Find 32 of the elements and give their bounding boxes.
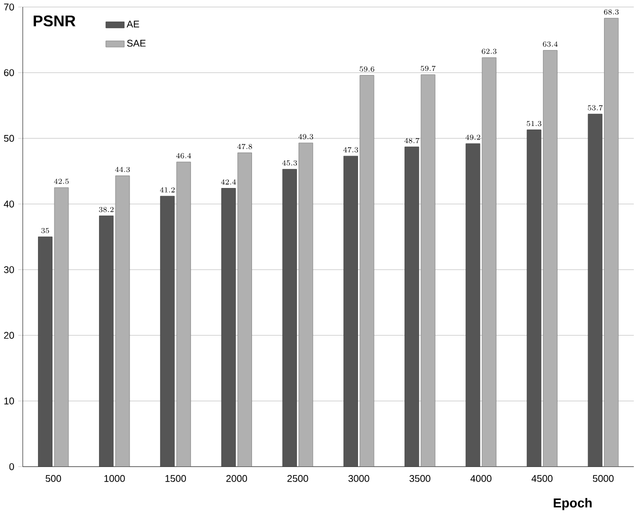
bar <box>588 114 602 467</box>
y-tick-label: 70 <box>4 4 14 11</box>
x-tick-label: 500 <box>46 475 62 482</box>
x-tick-label: 5000 <box>592 475 614 482</box>
chart-title: PSNR <box>34 16 76 27</box>
y-tick-label: 30 <box>4 266 14 274</box>
y-tick-label: 10 <box>4 398 14 405</box>
bar <box>343 156 358 467</box>
y-tick-label: 20 <box>4 332 14 339</box>
y-tick-label: 50 <box>4 135 14 142</box>
y-tick-label: 60 <box>4 69 14 76</box>
x-tick-label: 2000 <box>226 475 248 482</box>
bar <box>221 188 236 467</box>
x-tick-label: 3500 <box>410 475 430 482</box>
x-tick-label: 1500 <box>165 475 186 482</box>
bar <box>99 216 114 467</box>
bar <box>526 130 542 467</box>
x-tick-label: 4500 <box>532 475 553 482</box>
x-axis-title: Epoch <box>554 498 592 510</box>
x-tick-label: 3000 <box>348 475 370 482</box>
legend-label: AE <box>126 20 140 28</box>
x-tick-label: 2500 <box>287 475 308 482</box>
bar <box>404 146 420 467</box>
bar <box>160 196 175 467</box>
bar <box>282 169 297 467</box>
y-tick-label: 0 <box>9 463 14 470</box>
bar <box>38 236 52 467</box>
legend-label: SAE <box>127 40 146 47</box>
x-tick-label: 4000 <box>470 475 492 482</box>
bar <box>466 144 480 467</box>
y-tick-label: 40 <box>4 200 14 208</box>
x-tick-label: 1000 <box>104 475 125 482</box>
